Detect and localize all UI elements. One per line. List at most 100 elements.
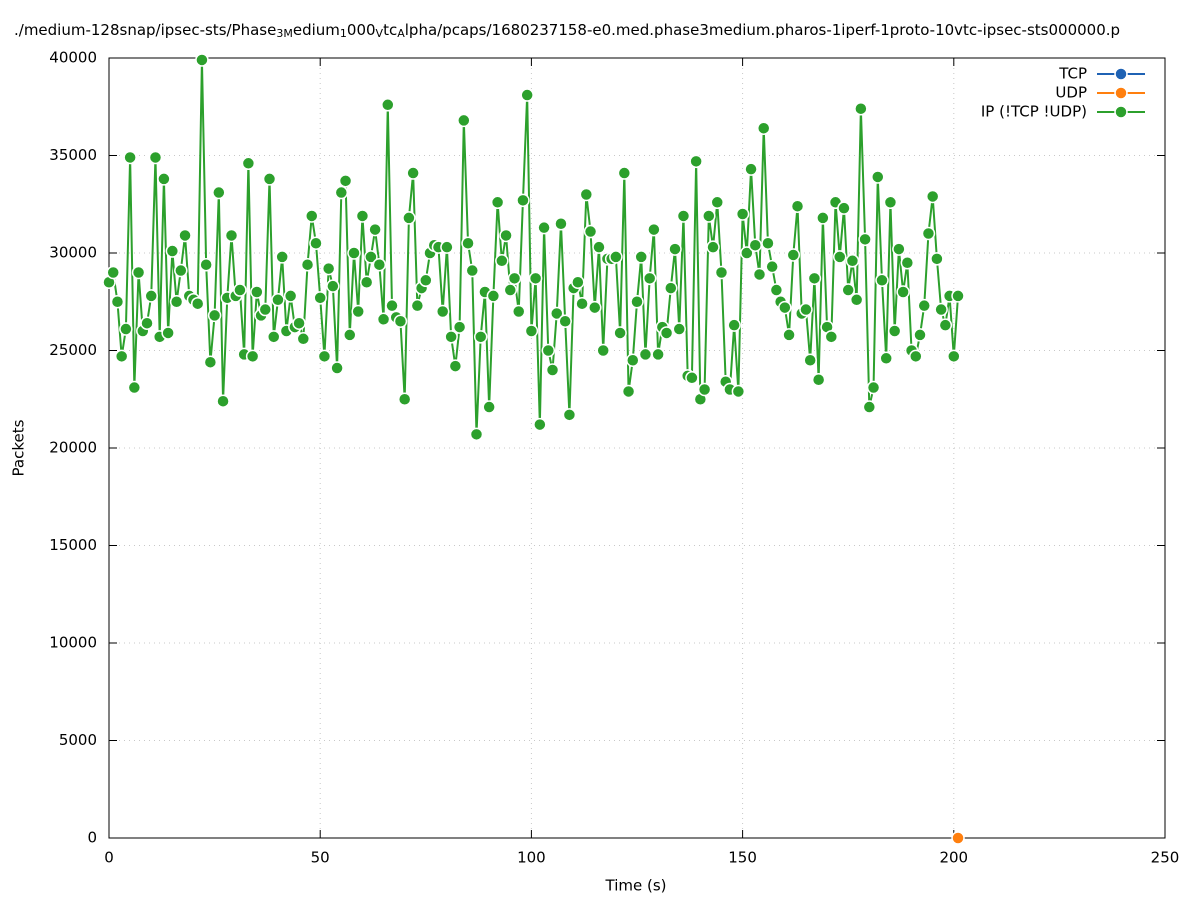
data-point <box>790 199 805 213</box>
data-point <box>469 427 484 442</box>
data-point <box>440 240 454 254</box>
data-point <box>165 244 180 258</box>
data-point <box>588 300 602 315</box>
data-point <box>558 314 572 328</box>
data-point <box>461 236 475 250</box>
data-point <box>689 154 703 169</box>
data-point <box>909 349 923 364</box>
data-point <box>849 293 864 307</box>
data-point <box>630 295 644 309</box>
data-point <box>756 121 771 135</box>
data-point <box>634 250 648 264</box>
data-point <box>258 302 273 317</box>
legend-label: TCP <box>1058 65 1087 83</box>
data-point <box>190 296 205 311</box>
data-point <box>727 318 741 332</box>
data-point <box>769 283 784 297</box>
data-point <box>528 271 543 286</box>
data-point <box>119 322 133 336</box>
data-point <box>347 246 361 260</box>
data-point <box>266 330 281 344</box>
data-point <box>930 252 944 266</box>
data-point <box>833 250 847 264</box>
data-point <box>892 242 906 256</box>
data-point <box>782 328 796 342</box>
data-point <box>233 283 247 297</box>
data-point <box>596 343 610 358</box>
data-point <box>571 275 585 289</box>
data-point <box>499 228 513 243</box>
data-point <box>778 300 792 315</box>
y-tick-label: 5000 <box>59 731 97 749</box>
data-point <box>731 384 746 399</box>
data-point <box>579 187 594 202</box>
data-point <box>533 417 547 432</box>
data-point <box>402 211 416 225</box>
data-point <box>744 162 758 176</box>
data-point <box>224 228 239 243</box>
data-point <box>685 371 699 385</box>
data-point <box>444 330 458 344</box>
data-point <box>647 222 661 237</box>
data-point <box>710 195 725 210</box>
data-point <box>385 298 399 313</box>
data-point <box>262 172 277 186</box>
data-point <box>275 250 289 264</box>
data-point <box>199 257 213 272</box>
data-point <box>406 166 420 180</box>
x-tick-label: 150 <box>728 849 757 867</box>
title-part: edium <box>293 21 340 39</box>
data-point <box>554 217 568 231</box>
data-point <box>495 254 509 268</box>
data-point <box>583 224 598 239</box>
y-axis-label: Packets <box>10 419 28 476</box>
data-point <box>419 273 433 288</box>
data-point <box>359 275 374 289</box>
data-point <box>702 209 716 223</box>
data-point <box>837 201 851 215</box>
data-point <box>740 246 754 260</box>
legend-marker <box>1114 105 1128 119</box>
data-point <box>883 195 898 210</box>
data-point <box>296 332 311 346</box>
legend-marker <box>1114 67 1128 81</box>
data-point <box>465 263 480 278</box>
chart-title: ./medium-128snap/ipsec-sts/Phase3Medium1… <box>14 21 1120 41</box>
y-tick-label: 20000 <box>49 439 97 457</box>
data-point <box>435 304 450 319</box>
data-point <box>376 312 391 327</box>
data-point <box>858 232 872 247</box>
data-point <box>621 384 636 399</box>
data-point <box>355 209 370 223</box>
data-point <box>575 296 589 311</box>
data-point <box>913 328 927 342</box>
data-point <box>824 330 839 344</box>
data-point <box>765 259 779 274</box>
data-point <box>951 831 965 845</box>
data-point <box>887 324 902 338</box>
data-point <box>144 289 158 303</box>
data-point <box>609 250 623 264</box>
data-point <box>157 172 171 186</box>
data-point <box>368 222 382 237</box>
data-point <box>313 291 327 305</box>
data-point <box>326 279 340 293</box>
data-point <box>879 351 893 366</box>
y-tick-label: 0 <box>87 829 97 847</box>
data-point <box>541 343 556 358</box>
data-point <box>317 349 332 364</box>
data-point <box>592 240 606 254</box>
data-point <box>925 189 940 204</box>
data-point <box>803 353 817 367</box>
y-tick-label: 35000 <box>49 146 97 164</box>
x-tick-label: 0 <box>104 849 114 867</box>
data-point <box>862 400 877 414</box>
data-point <box>161 326 175 340</box>
data-point <box>305 209 319 223</box>
title-part: ./medium-128snap/ipsec-sts/Phase <box>14 21 276 39</box>
data-point <box>516 193 530 208</box>
data-point <box>748 238 763 252</box>
data-point <box>668 242 682 256</box>
data-point <box>735 207 750 221</box>
data-point <box>875 273 889 288</box>
